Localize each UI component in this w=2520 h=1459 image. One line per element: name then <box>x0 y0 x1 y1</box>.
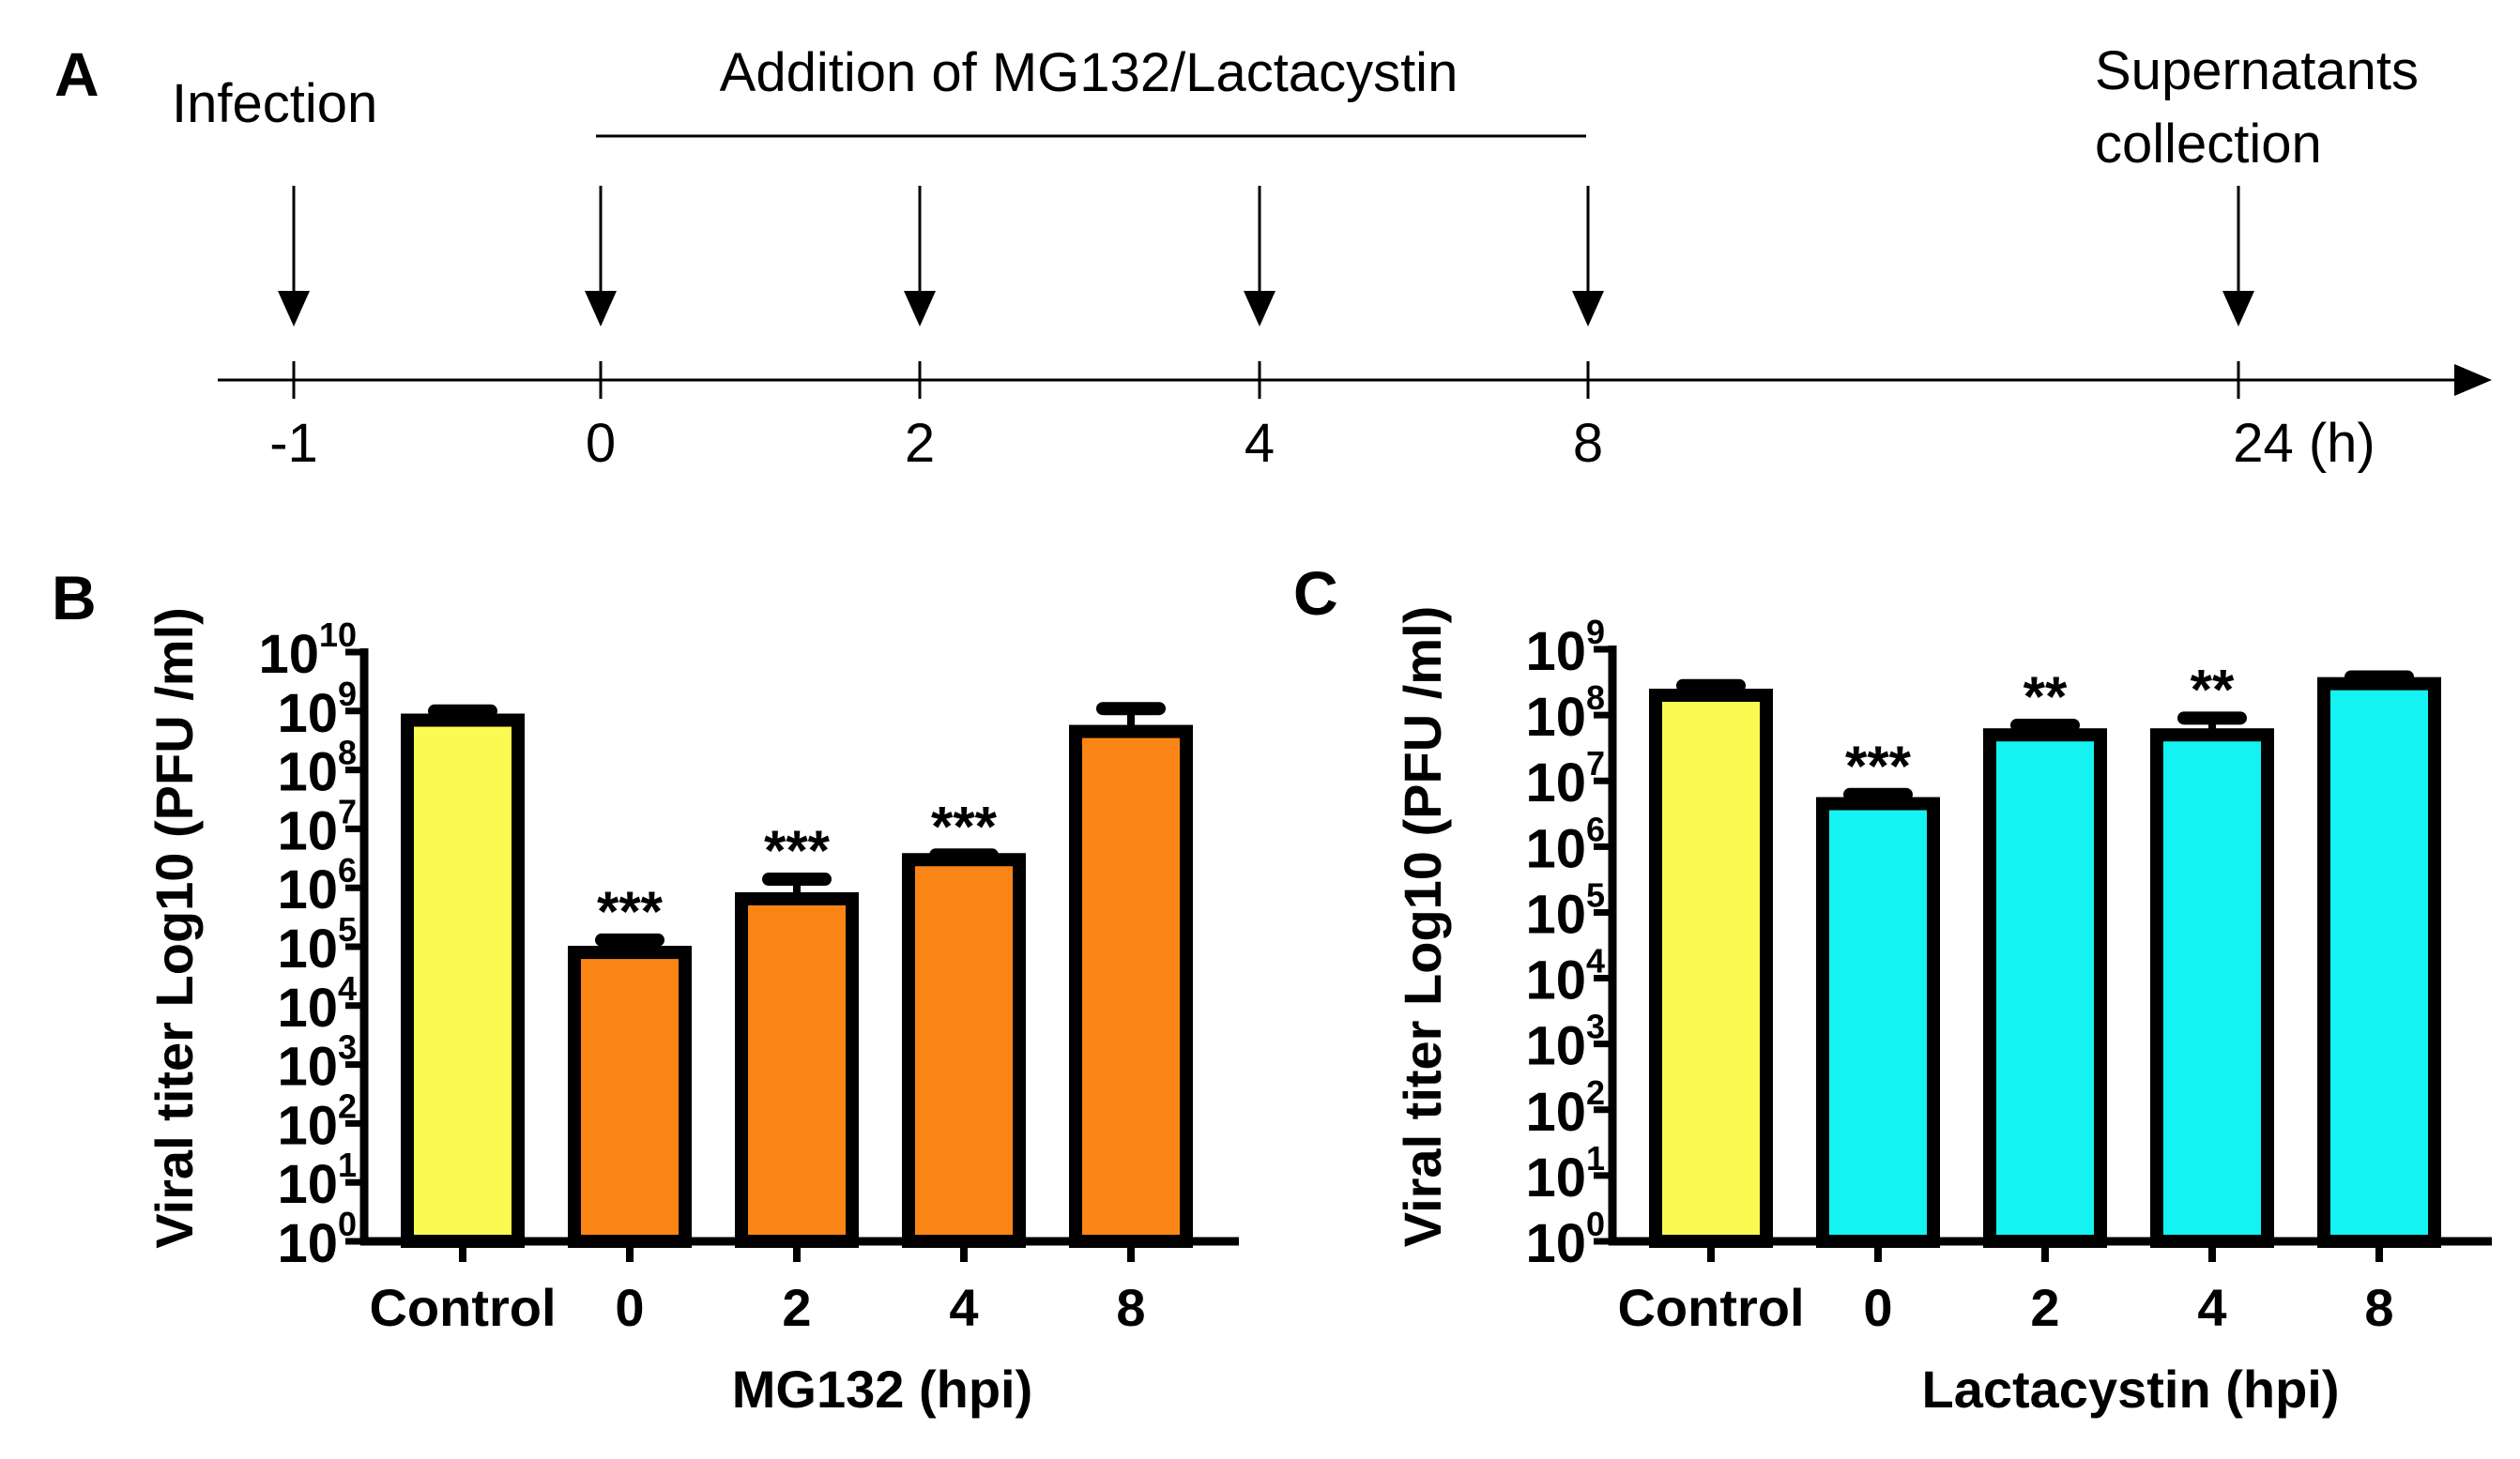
y-tick-exponent: 1 <box>338 1146 357 1184</box>
y-tick-exponent: 2 <box>338 1087 357 1125</box>
x-tick-label: 2 <box>782 1278 811 1337</box>
collection-label-line2: collection <box>2095 114 2322 175</box>
y-tick-label: 10 <box>1525 1213 1586 1274</box>
y-tick-label: 10 <box>277 1154 338 1215</box>
x-tick-label: Control <box>1617 1278 1804 1337</box>
down-arrow-icon <box>1244 291 1275 327</box>
bar <box>735 891 859 1248</box>
panel-c-letter: C <box>1293 558 1338 628</box>
y-tick-label: 10 <box>277 1213 338 1274</box>
y-tick-exponent: 9 <box>338 675 357 713</box>
y-tick-exponent: 0 <box>1586 1205 1605 1243</box>
y-tick-label: 10 <box>277 919 338 980</box>
y-tick-exponent: 5 <box>338 910 357 949</box>
timeline-arrowhead-icon <box>2454 364 2492 396</box>
y-tick-label: 10 <box>1525 687 1586 748</box>
y-tick-label: 10 <box>277 1095 338 1156</box>
y-tick-exponent: 6 <box>338 851 357 889</box>
y-tick-label: 10 <box>277 978 338 1039</box>
y-axis-title: Viral titer Log10 (PFU /ml) <box>145 607 204 1249</box>
significance-label: ** <box>2191 658 2235 721</box>
x-tick-label: Control <box>369 1278 556 1337</box>
y-tick-exponent: 2 <box>1586 1073 1605 1112</box>
panel-a: A Infection Addition of MG132/Lactacysti… <box>54 39 2492 474</box>
x-tick-label: 4 <box>2197 1278 2226 1337</box>
bar <box>1983 728 2107 1248</box>
y-tick-exponent: 8 <box>338 734 357 772</box>
bar <box>2150 728 2274 1248</box>
bar <box>568 946 692 1248</box>
x-tick-label: 8 <box>1116 1278 1145 1337</box>
bar <box>1816 797 1940 1248</box>
y-tick-label: 10 <box>277 683 338 744</box>
timeline-tick-label: -1 <box>269 413 318 474</box>
down-arrow-icon <box>1572 291 1604 327</box>
timeline-marks: -1 0 2 4 8 24 (h) <box>269 186 2375 474</box>
significance-label: *** <box>764 819 831 882</box>
bar <box>902 853 1026 1248</box>
y-tick-label: 10 <box>1525 1147 1586 1208</box>
y-tick-label: 10 <box>1525 818 1586 879</box>
y-tick-label: 10 <box>277 800 338 861</box>
x-tick-label: 0 <box>1863 1278 1892 1337</box>
panel-a-letter: A <box>54 39 99 109</box>
addition-label: Addition of MG132/Lactacystin <box>720 42 1459 103</box>
x-tick-label: 8 <box>2364 1278 2393 1337</box>
timeline-tick-label: 4 <box>1245 413 1275 474</box>
timeline-tick-label: 8 <box>1573 413 1603 474</box>
down-arrow-icon <box>585 291 617 327</box>
y-tick-label: 10 <box>258 624 319 685</box>
significance-label: *** <box>931 795 998 858</box>
down-arrow-icon <box>904 291 936 327</box>
y-tick-exponent: 9 <box>1586 613 1605 651</box>
y-tick-exponent: 3 <box>338 1028 357 1067</box>
y-tick-label: 10 <box>1525 1082 1586 1143</box>
collection-label-line1: Supernatants <box>2095 40 2419 101</box>
y-tick-label: 10 <box>277 1037 338 1098</box>
bar <box>2317 676 2441 1248</box>
bar <box>401 713 525 1248</box>
significance-label: *** <box>597 880 664 943</box>
x-tick-label: 2 <box>2030 1278 2059 1337</box>
y-tick-exponent: 3 <box>1586 1008 1605 1046</box>
down-arrow-icon <box>2222 291 2254 327</box>
y-tick-label: 10 <box>1525 1016 1586 1077</box>
timeline-tick-label: 24 (h) <box>2233 413 2375 474</box>
infection-label: Infection <box>172 73 377 134</box>
x-tick-label: 0 <box>615 1278 644 1337</box>
y-tick-exponent: 7 <box>1586 744 1605 783</box>
y-tick-exponent: 1 <box>1586 1139 1605 1178</box>
y-tick-exponent: 4 <box>338 969 357 1008</box>
y-tick-label: 10 <box>1525 884 1586 945</box>
timeline-tick-label: 2 <box>905 413 935 474</box>
y-tick-label: 10 <box>1525 621 1586 682</box>
y-tick-exponent: 5 <box>1586 875 1605 914</box>
y-tick-exponent: 4 <box>1586 942 1605 980</box>
bar <box>1069 724 1193 1248</box>
panel-b-letter: B <box>52 563 97 632</box>
y-tick-label: 10 <box>1525 752 1586 813</box>
timeline-tick-label: 0 <box>586 413 616 474</box>
y-tick-exponent: 8 <box>1586 678 1605 717</box>
y-tick-exponent: 6 <box>1586 810 1605 848</box>
chart-c: Control***0**2**4 810 910 810 710 610 510 410 31… <box>1393 606 2492 1419</box>
significance-label: *** <box>1845 735 1912 798</box>
significance-label: ** <box>2024 665 2068 728</box>
y-tick-exponent: 10 <box>319 616 357 654</box>
x-axis-title: MG132 (hpi) <box>732 1360 1032 1419</box>
y-axis-title: Viral titer Log10 (PFU /ml) <box>1393 606 1452 1248</box>
bar <box>1649 689 1773 1248</box>
y-tick-exponent: 0 <box>338 1205 357 1243</box>
y-tick-label: 10 <box>277 742 338 803</box>
x-axis-title: Lactacystin (hpi) <box>1922 1360 2340 1419</box>
y-tick-label: 10 <box>277 859 338 920</box>
x-tick-label: 4 <box>949 1278 978 1337</box>
y-tick-exponent: 7 <box>338 792 357 830</box>
y-tick-label: 10 <box>1525 950 1586 1011</box>
down-arrow-icon <box>278 291 310 327</box>
